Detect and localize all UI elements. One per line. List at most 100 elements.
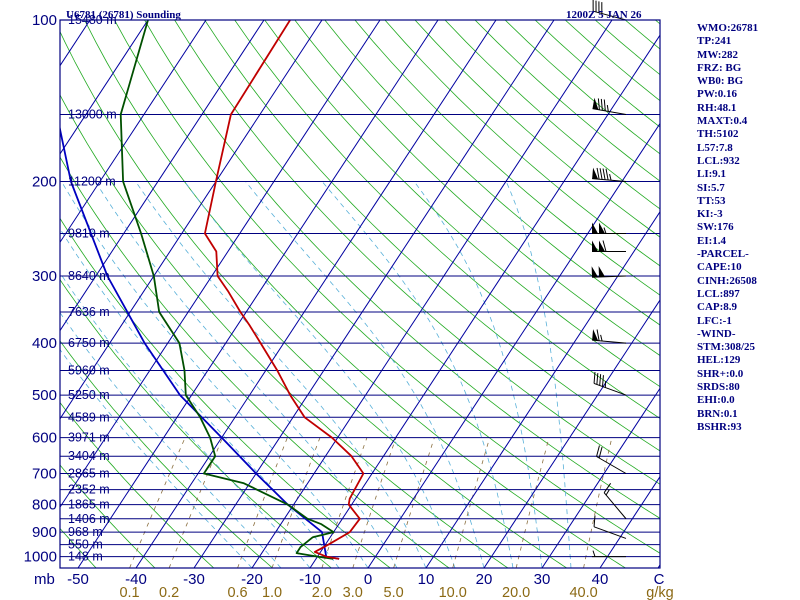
wind-barb-half-flag (606, 105, 609, 112)
pressure-label: 500 (32, 387, 57, 404)
moist-adiabat (61, 181, 369, 568)
wind-barb-pennant (591, 266, 599, 278)
isotherm (193, 20, 555, 568)
index-29: BRN:0.1 (697, 407, 738, 420)
wind-barb-half-flag (600, 334, 603, 342)
valid-time: 1200Z 5 JAN 26 (566, 9, 642, 21)
dry-adiabat (60, 156, 450, 568)
wind-barb-pennant (598, 265, 606, 277)
temperature-tick: -50 (67, 571, 89, 588)
dry-adiabat (0, 20, 37, 568)
wind-barb-flag (605, 168, 609, 181)
dry-adiabat (60, 340, 273, 568)
dry-adiabat (144, 20, 660, 519)
index-18: CAPE:10 (697, 261, 742, 274)
index-11: LI:9.1 (697, 168, 727, 181)
pressure-label: 200 (32, 174, 57, 191)
wind-barb-half-flag (603, 227, 607, 234)
wind-barb-pennant (599, 240, 605, 252)
index-22: LFC:-1 (697, 314, 732, 327)
wind-barb-staff (593, 526, 627, 539)
height-label: 550 m (68, 538, 103, 552)
isotherm (483, 299, 660, 568)
dry-adiabat (60, 401, 215, 568)
moist-adiabat (184, 181, 456, 568)
dry-adiabat (264, 20, 660, 388)
mixing-ratio-label: 20.0 (502, 585, 530, 600)
height-label: 8640 m (68, 269, 110, 283)
index-17: -PARCEL- (697, 248, 749, 261)
wind-barb (592, 550, 626, 558)
index-7: MAXT:0.4 (697, 115, 748, 128)
height-label: 148 m (68, 550, 103, 564)
wind-barb-half-flag (609, 173, 612, 181)
mixing-ratio-label: 40.0 (569, 585, 597, 600)
index-9: L57:7.8 (697, 141, 733, 154)
mixing-ratio-line (515, 437, 550, 568)
indices-panel: WMO:26781 TP:241 MW:282 FRZ: BG WB0: BG PW:0.… (697, 22, 797, 434)
dry-adiabat (84, 20, 626, 568)
index-26: SHR+:0.0 (697, 367, 744, 380)
wind-barb-flag (603, 99, 606, 111)
mixing-ratio-label: 0.1 (119, 585, 139, 600)
mixing-ratio-line (393, 437, 435, 568)
isotherm (60, 20, 381, 509)
temperature-tick: 30 (534, 571, 551, 588)
index-27: SRDS:80 (697, 381, 740, 394)
isotherm (60, 20, 323, 420)
index-23: -WIND- (697, 327, 736, 340)
temperature-tick: -30 (183, 571, 205, 588)
wind-barb-flag (596, 167, 600, 180)
index-13: TT:53 (697, 194, 726, 207)
wind-barb-flag (596, 445, 600, 457)
mixing-ratio-label: 10.0 (439, 585, 467, 600)
wind-barb (592, 240, 626, 252)
index-30: BSHR:93 (697, 420, 742, 433)
dry-adiabat (324, 20, 660, 326)
mixing-ratio-line (321, 437, 368, 568)
wind-barb (603, 483, 627, 520)
height-label: 13000 m (68, 107, 117, 121)
wind-barb-staff (592, 275, 627, 278)
mixing-ratio-line (271, 437, 321, 568)
height-label: 5960 m (68, 364, 110, 378)
mixing-ratio-line (168, 437, 223, 568)
mixing-ratio-axis-label: g/kg (646, 585, 673, 600)
moist-adiabat (60, 348, 253, 568)
isotherm (541, 387, 660, 568)
mixing-ratio-label: 0.2 (159, 585, 179, 600)
height-label: 2865 m (68, 467, 110, 481)
temperature-trace (204, 20, 365, 560)
index-19: CINH:26508 (697, 274, 757, 287)
mixing-ratio-line (452, 437, 491, 568)
isotherm (251, 20, 613, 568)
pressure-label: 600 (32, 430, 57, 447)
pressure-axis-label: mb (34, 571, 55, 588)
dry-adiabat (60, 464, 156, 568)
index-8: TH:5102 (697, 128, 739, 141)
wind-barb-flag (596, 329, 600, 341)
index-25: HEL:129 (697, 354, 741, 367)
wind-barb-staff (592, 108, 627, 115)
mixing-ratio-label: 1.0 (262, 585, 282, 600)
wind-barb-staff (596, 456, 627, 474)
height-label: 7636 m (68, 305, 110, 319)
wind-barb (592, 97, 627, 115)
wind-barb (592, 167, 627, 183)
wind-barb-flag (593, 515, 596, 527)
moist-adiabat (135, 181, 427, 568)
wind-barb (592, 0, 627, 21)
wind-barb (593, 372, 627, 396)
wind-barb-staff (592, 339, 627, 344)
isotherm (60, 20, 207, 244)
mixing-ratio-label: 2.0 (312, 585, 332, 600)
index-15: SW:176 (697, 221, 734, 234)
isotherm (60, 20, 149, 155)
isotherm (425, 210, 660, 568)
wind-barb-flag (602, 240, 607, 252)
isotherm (60, 20, 265, 332)
wind-barb-flag (600, 98, 603, 111)
index-4: WB0: BG (697, 75, 744, 88)
height-label: 968 m (68, 525, 103, 539)
